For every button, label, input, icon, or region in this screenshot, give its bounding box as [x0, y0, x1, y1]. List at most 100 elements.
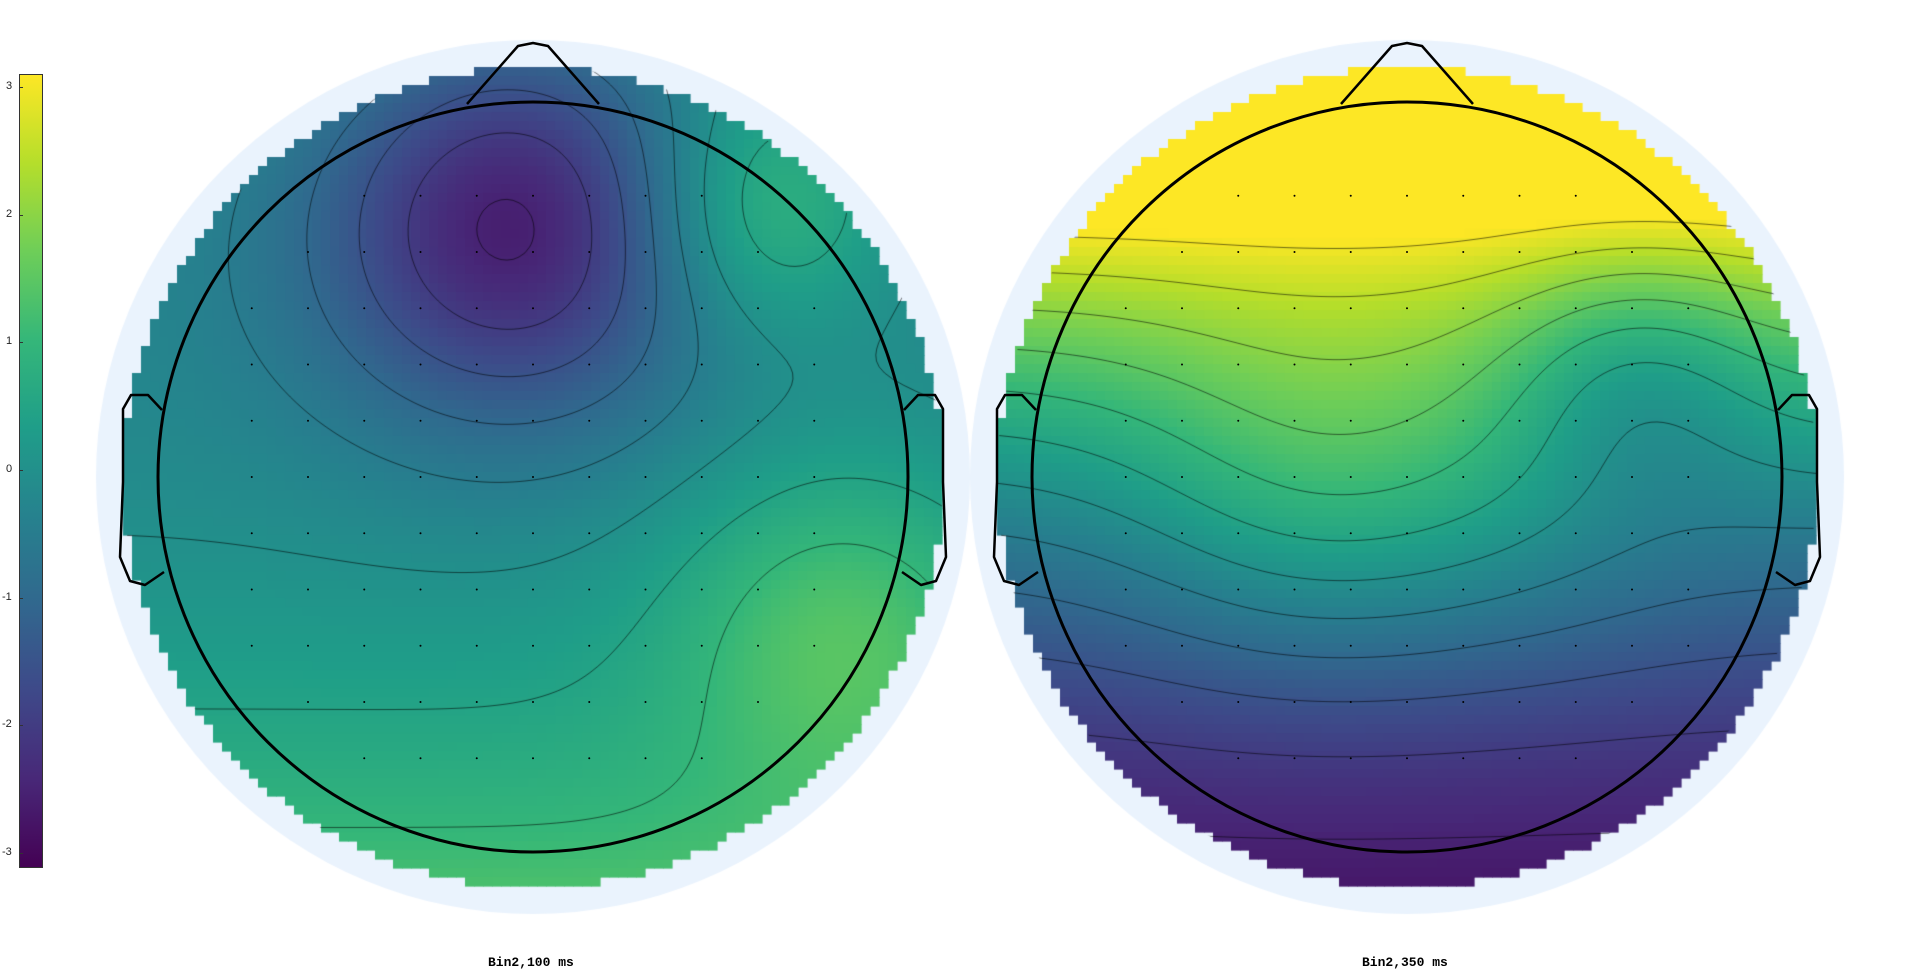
- electrode-dot-left: [475, 251, 478, 253]
- electrode-dot-left: [813, 307, 816, 310]
- electrode-dot-left: [307, 476, 309, 478]
- electrode-dot-left: [363, 532, 366, 535]
- electrode-dot-left: [419, 251, 422, 253]
- electrode-dot-right: [1631, 701, 1633, 703]
- electrode-dot-right: [1293, 476, 1296, 478]
- electrode-dot-right: [1574, 644, 1577, 647]
- colorbar-tick-label: 3: [6, 79, 13, 92]
- electrode-dot-left: [307, 532, 309, 535]
- electrode-dot-right: [1631, 588, 1633, 591]
- electrode-dot-right: [1462, 588, 1465, 591]
- colorbar-tick-mark: [19, 725, 23, 727]
- electrode-dot-left: [644, 644, 647, 647]
- electrode-dot-right: [1237, 701, 1240, 703]
- electrode-dot-right: [1574, 251, 1577, 253]
- electrode-dot-right: [1574, 363, 1577, 366]
- electrode-dot-left: [700, 644, 703, 647]
- electrode-dot-right: [1687, 363, 1690, 366]
- electrode-dot-left: [307, 588, 309, 591]
- electrode-dot-right: [1181, 588, 1183, 591]
- electrode-dot-left: [475, 363, 478, 366]
- electrode-dot-right: [1687, 532, 1690, 535]
- electrode-dot-left: [475, 588, 478, 591]
- electrode-dot-right: [1462, 251, 1465, 253]
- electrode-dot-left: [700, 251, 703, 253]
- electrode-dot-left: [588, 757, 591, 760]
- electrode-dot-left: [532, 532, 534, 535]
- electrode-dot-right: [1574, 476, 1577, 478]
- electrode-dot-left: [757, 588, 759, 591]
- electrode-dot-right: [1574, 757, 1577, 760]
- electrode-dot-left: [588, 701, 591, 703]
- electrode-dot-right: [1293, 644, 1296, 647]
- electrode-dot-left: [419, 532, 422, 535]
- electrode-dot-right: [1293, 307, 1296, 310]
- electrode-dot-right: [1237, 194, 1240, 197]
- electrode-dot-right: [1518, 419, 1521, 422]
- electrode-dot-right: [1349, 757, 1352, 760]
- electrode-dot-left: [700, 588, 703, 591]
- nose-outline-left: [466, 41, 600, 105]
- electrode-dot-left: [363, 476, 366, 478]
- electrode-dot-right: [1406, 701, 1408, 703]
- electrode-dot-left: [250, 588, 253, 591]
- electrode-dot-left: [475, 476, 478, 478]
- electrode-dot-right: [1462, 757, 1465, 760]
- colorbar-tick-label: 1: [6, 335, 13, 348]
- electrode-dot-left: [363, 419, 366, 422]
- electrode-dot-right: [1406, 644, 1408, 647]
- electrode-dot-right: [1349, 644, 1352, 647]
- electrode-dot-left: [588, 194, 591, 197]
- electrode-dot-left: [532, 419, 534, 422]
- electrode-dot-left: [532, 251, 534, 253]
- electrode-dot-right: [1349, 532, 1352, 535]
- electrode-dot-left: [250, 644, 253, 647]
- electrode-dot-right: [1574, 419, 1577, 422]
- electrode-dot-right: [1462, 419, 1465, 422]
- electrode-dot-left: [813, 476, 816, 478]
- electrode-dot-left: [475, 194, 478, 197]
- electrode-dot-right: [1518, 194, 1521, 197]
- electrode-dot-left: [532, 701, 534, 703]
- electrode-dot-right: [1293, 194, 1296, 197]
- electrode-dot-left: [532, 194, 534, 197]
- electrode-dot-left: [757, 307, 759, 310]
- electrode-dot-right: [1181, 701, 1183, 703]
- electrode-dot-right: [1574, 532, 1577, 535]
- electrode-dot-right: [1237, 307, 1240, 310]
- electrode-dot-left: [644, 476, 647, 478]
- electrode-dot-right: [1349, 419, 1352, 422]
- electrode-dot-right: [1631, 419, 1633, 422]
- electrode-dot-right: [1406, 419, 1408, 422]
- electrode-dot-left: [419, 476, 422, 478]
- electrode-dot-right: [1687, 476, 1690, 478]
- electrode-dot-left: [307, 701, 309, 703]
- electrode-dot-left: [250, 307, 253, 310]
- electrode-dot-left: [588, 251, 591, 253]
- electrode-dot-left: [644, 701, 647, 703]
- electrode-dot-right: [1293, 419, 1296, 422]
- electrode-dot-left: [644, 251, 647, 253]
- electrode-dot-right: [1462, 701, 1465, 703]
- electrode-dot-left: [532, 476, 534, 478]
- nose-outline-right: [1340, 41, 1474, 105]
- electrode-dot-right: [1181, 419, 1183, 422]
- electrode-dot-right: [1293, 701, 1296, 703]
- electrode-dot-right: [1124, 532, 1127, 535]
- left-ear-outline-right: [992, 393, 1039, 587]
- electrode-dot-left: [475, 532, 478, 535]
- electrode-dot-right: [1124, 588, 1127, 591]
- electrode-dot-left: [419, 757, 422, 760]
- electrode-dot-left: [813, 644, 816, 647]
- electrode-dot-left: [532, 757, 534, 760]
- electrode-dot-left: [307, 307, 309, 310]
- electrode-dot-right: [1462, 532, 1465, 535]
- electrode-dot-left: [419, 307, 422, 310]
- electrode-dot-left: [307, 251, 309, 253]
- electrode-dot-left: [644, 419, 647, 422]
- electrode-dot-left: [813, 588, 816, 591]
- electrode-dot-right: [1518, 532, 1521, 535]
- electrode-dot-left: [363, 194, 366, 197]
- electrode-dot-right: [1181, 251, 1183, 253]
- electrode-dot-right: [1349, 307, 1352, 310]
